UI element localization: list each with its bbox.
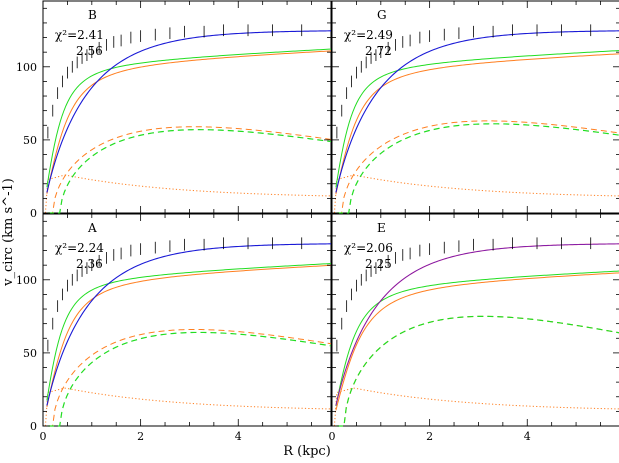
x-tick-label: 4 [235, 430, 242, 443]
orange-halo-dashed-line [336, 120, 619, 214]
green-total-line [335, 270, 619, 407]
total-fit-line [335, 30, 619, 193]
total-fit-line-overlay [335, 243, 619, 406]
panel-label: E [377, 221, 386, 235]
y-tick-label: 50 [23, 134, 37, 147]
y-axis-label: v_circ (km s^-1) [1, 178, 16, 287]
green-total-line [46, 48, 332, 188]
disk-dotted-line [333, 387, 619, 427]
y-tick-label: 100 [16, 274, 37, 287]
disk-dotted-line [333, 174, 619, 214]
panel-frame [42, 0, 332, 214]
x-tick-label: 2 [426, 430, 433, 443]
y-tick-label: 0 [30, 207, 37, 220]
x-tick-label: 0 [40, 430, 47, 443]
panels-group: Bχ²=2.41 2.56 Gχ²=2.49 2.72 Aχ²=2.24 2.36 Eχ²=… [42, 0, 619, 427]
chi2-label: χ²=2.24 [55, 241, 104, 255]
chi2-alt-label: 2.72 [365, 44, 392, 58]
y-tick-label: 0 [30, 420, 37, 433]
green-halo-dashed-line [47, 331, 332, 427]
x-tick-label: 0 [329, 430, 336, 443]
panel-label: B [88, 8, 97, 22]
x-tick-label: 4 [524, 430, 531, 443]
chi2-alt-label: 2.56 [76, 44, 103, 58]
x-tick-label: 2 [137, 430, 144, 443]
panel-G: Gχ²=2.49 2.72 [331, 0, 619, 214]
orange-total-line [335, 53, 619, 195]
total-fit-line [46, 243, 332, 406]
chi2-label: χ²=2.41 [55, 28, 104, 42]
x-axis-label: R (kpc) [283, 444, 331, 459]
green-total-line [335, 50, 619, 188]
panel-A: Aχ²=2.24 2.36 [42, 213, 332, 427]
panel-B: Bχ²=2.41 2.56 [42, 0, 332, 214]
total-fit-line [46, 30, 332, 193]
chi2-alt-label: 2.25 [365, 257, 392, 271]
green-halo-dashed-line [336, 123, 619, 214]
panel-frame [331, 213, 619, 427]
orange-total-line [46, 264, 332, 408]
green-halo-dashed-line [336, 315, 619, 427]
green-halo-dashed-line [47, 129, 332, 214]
chi2-label: χ²=2.06 [344, 241, 393, 255]
panel-label: A [87, 221, 97, 235]
orange-halo-dashed-line [47, 328, 332, 427]
panel-frame [42, 213, 332, 427]
y-tick-label: 100 [16, 61, 37, 74]
panel-E: Eχ²=2.06 2.25 [331, 213, 619, 427]
chi2-alt-label: 2.36 [76, 257, 103, 271]
panel-frame [331, 0, 619, 214]
chi2-label: χ²=2.49 [344, 28, 393, 42]
disk-dotted-line [44, 174, 332, 214]
orange-halo-dashed-line [47, 126, 332, 214]
axis-ticks: 0 50 100 0 2 4 0 50 100 0 2 4 [16, 1, 619, 443]
axis-labels: R (kpc) v_circ (km s^-1) [1, 178, 331, 459]
orange-total-line [46, 50, 332, 194]
panel-label: G [377, 8, 387, 22]
y-tick-label: 50 [23, 347, 37, 360]
disk-dotted-line [44, 387, 332, 427]
orange-halo-dashed-line [336, 315, 619, 427]
green-total-line [46, 263, 332, 401]
orange-total-line [335, 272, 619, 411]
